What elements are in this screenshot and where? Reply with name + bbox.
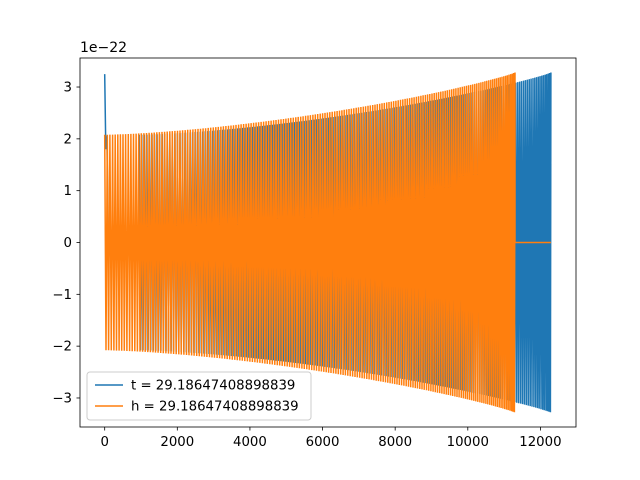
- y-tick-label: 0: [64, 236, 72, 251]
- series-line: [103, 72, 551, 413]
- x-tick-label: 2000: [160, 435, 194, 450]
- axes: 0 2000 4000 6000 8000 10000 12000 −3 −2 −1 0 1 2 3: [52, 57, 577, 450]
- y-tick-label: 2: [64, 132, 72, 147]
- x-tick-label: 0: [100, 435, 108, 450]
- plot-area: [103, 72, 552, 413]
- y-offset-label: 1e−22: [80, 40, 127, 56]
- legend-box: [86, 371, 312, 421]
- series-h: [103, 72, 551, 413]
- y-tick-label: −2: [52, 340, 72, 355]
- x-tick-label: 12000: [519, 435, 561, 450]
- legend: t = 29.18647408898839 h = 29.186474088988…: [86, 371, 312, 421]
- x-tick-label: 4000: [233, 435, 267, 450]
- y-tick-label: 1: [64, 184, 72, 199]
- x-tick-label: 6000: [306, 435, 340, 450]
- y-tick-label: −3: [52, 391, 72, 406]
- y-tick-label: −1: [52, 288, 72, 303]
- y-tick-label: 3: [64, 81, 72, 96]
- x-tick-label: 8000: [378, 435, 412, 450]
- legend-label: t = 29.18647408898839: [131, 379, 295, 394]
- x-tick-label: 10000: [447, 435, 489, 450]
- legend-label: h = 29.18647408898839: [131, 400, 299, 415]
